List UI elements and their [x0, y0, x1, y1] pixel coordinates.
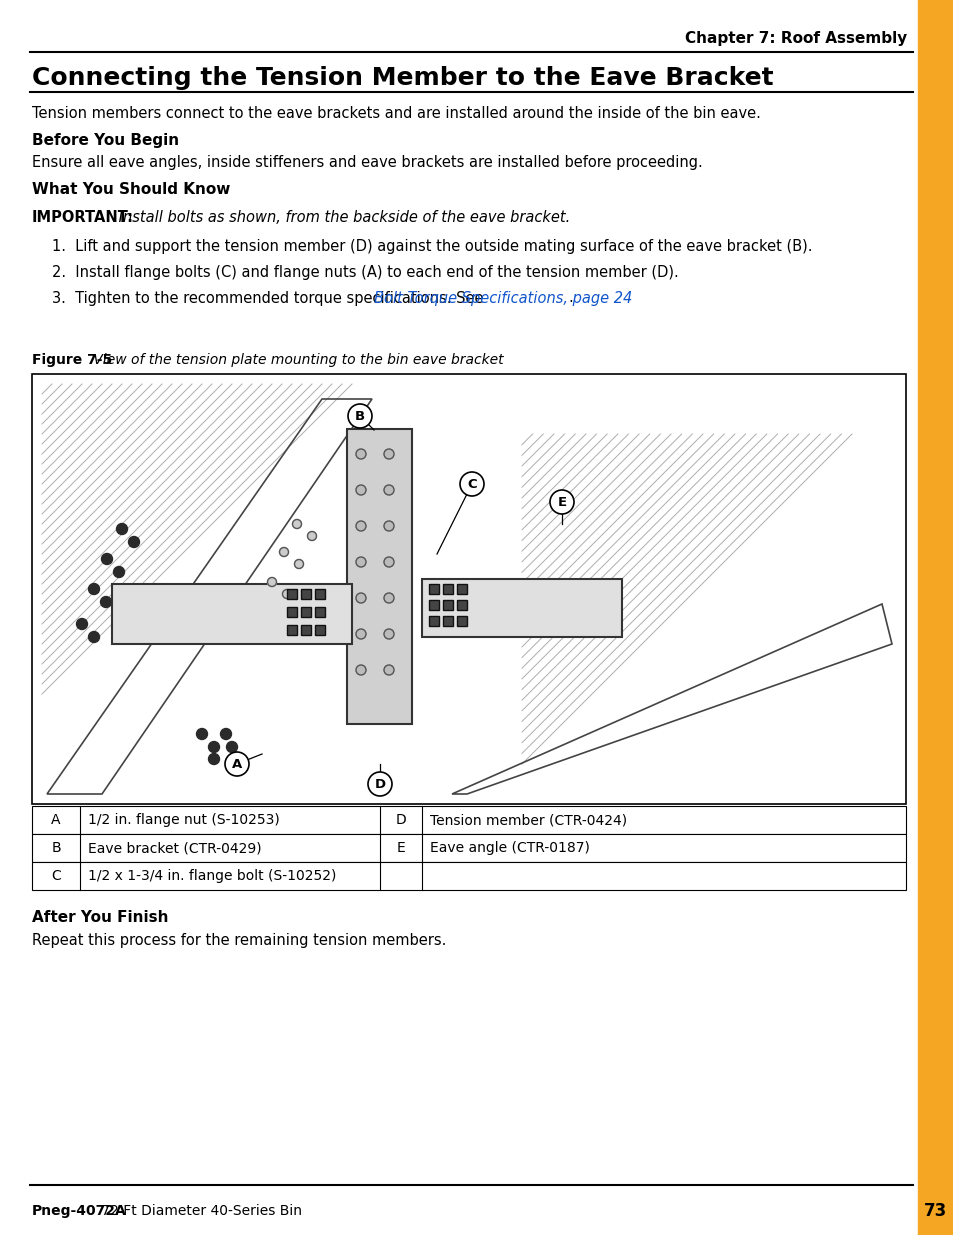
Text: A: A [232, 757, 242, 771]
Text: E: E [396, 841, 405, 855]
Bar [314, 606, 325, 618]
Circle shape [279, 547, 288, 557]
Bar [301, 625, 311, 635]
Bar [287, 589, 296, 599]
Bar [301, 606, 311, 618]
Circle shape [307, 531, 316, 541]
Text: What You Should Know: What You Should Know [32, 183, 230, 198]
Text: B: B [51, 841, 61, 855]
Text: B: B [355, 410, 365, 422]
Circle shape [384, 450, 394, 459]
Text: D: D [395, 813, 406, 827]
Circle shape [355, 629, 366, 638]
Text: 1.  Lift and support the tension member (D) against the outside mating surface o: 1. Lift and support the tension member (… [52, 238, 812, 253]
Text: Tension members connect to the eave brackets and are installed around the inside: Tension members connect to the eave brac… [32, 105, 760, 121]
Text: 1/2 x 1-3/4 in. flange bolt (S-10252): 1/2 x 1-3/4 in. flange bolt (S-10252) [88, 869, 336, 883]
Circle shape [129, 536, 139, 547]
Text: Tension member (CTR-0424): Tension member (CTR-0424) [430, 813, 626, 827]
Circle shape [355, 593, 366, 603]
Text: Install bolts as shown, from the backside of the eave bracket.: Install bolts as shown, from the backsid… [113, 210, 570, 225]
Bar [287, 606, 296, 618]
Bar [429, 600, 438, 610]
Text: D: D [374, 778, 385, 790]
Text: Eave bracket (CTR-0429): Eave bracket (CTR-0429) [88, 841, 261, 855]
Text: Chapter 7: Roof Assembly: Chapter 7: Roof Assembly [685, 31, 907, 46]
Circle shape [355, 521, 366, 531]
Bar [429, 616, 438, 626]
Circle shape [267, 578, 276, 587]
Circle shape [101, 553, 112, 564]
Circle shape [348, 404, 372, 429]
Circle shape [384, 557, 394, 567]
Text: 1/2 in. flange nut (S-10253): 1/2 in. flange nut (S-10253) [88, 813, 279, 827]
Bar [32, 806, 904, 834]
Bar [456, 616, 467, 626]
Text: A: A [51, 813, 61, 827]
Text: After You Finish: After You Finish [32, 910, 169, 925]
Text: Ensure all eave angles, inside stiffeners and eave brackets are installed before: Ensure all eave angles, inside stiffener… [32, 156, 702, 170]
Text: C: C [467, 478, 476, 490]
Circle shape [384, 629, 394, 638]
Text: Before You Begin: Before You Begin [32, 132, 179, 147]
Circle shape [384, 664, 394, 676]
Circle shape [368, 772, 392, 797]
Text: 2.  Install flange bolts (C) and flange nuts (A) to each end of the tension memb: 2. Install flange bolts (C) and flange n… [52, 264, 678, 279]
Circle shape [113, 567, 125, 578]
Circle shape [384, 521, 394, 531]
Text: View of the tension plate mounting to the bin eave bracket: View of the tension plate mounting to th… [89, 353, 503, 367]
Circle shape [226, 741, 237, 752]
Bar [442, 600, 453, 610]
Bar [421, 579, 621, 637]
Text: Eave angle (CTR-0187): Eave angle (CTR-0187) [430, 841, 589, 855]
Bar [112, 584, 352, 643]
Circle shape [355, 485, 366, 495]
Bar [456, 600, 467, 610]
Bar [917, 0, 953, 1235]
Circle shape [550, 490, 574, 514]
Text: Figure 7-5: Figure 7-5 [32, 353, 112, 367]
Bar [347, 429, 412, 724]
Bar [456, 584, 467, 594]
Circle shape [209, 753, 219, 764]
Circle shape [196, 729, 208, 740]
Text: Bolt Torque Specifications, page 24: Bolt Torque Specifications, page 24 [374, 290, 632, 305]
Circle shape [225, 752, 249, 776]
Bar [32, 834, 904, 862]
Text: 72 Ft Diameter 40-Series Bin: 72 Ft Diameter 40-Series Bin [97, 1204, 302, 1218]
Circle shape [384, 485, 394, 495]
Circle shape [355, 450, 366, 459]
Text: C: C [51, 869, 61, 883]
Text: E: E [557, 495, 566, 509]
Circle shape [294, 559, 303, 568]
Bar [314, 589, 325, 599]
Circle shape [76, 619, 88, 630]
Bar [442, 584, 453, 594]
Circle shape [459, 472, 483, 496]
Circle shape [293, 520, 301, 529]
Circle shape [89, 631, 99, 642]
Circle shape [100, 597, 112, 608]
Circle shape [355, 557, 366, 567]
Bar [32, 374, 904, 804]
Circle shape [209, 741, 219, 752]
Text: .: . [568, 290, 573, 305]
Text: IMPORTANT:: IMPORTANT: [32, 210, 133, 225]
Circle shape [384, 593, 394, 603]
Circle shape [220, 729, 232, 740]
Bar [429, 584, 438, 594]
Circle shape [282, 589, 292, 599]
Text: Pneg-4072A: Pneg-4072A [32, 1204, 127, 1218]
Bar [32, 862, 904, 890]
Bar [287, 625, 296, 635]
Text: Repeat this process for the remaining tension members.: Repeat this process for the remaining te… [32, 934, 446, 948]
Text: Connecting the Tension Member to the Eave Bracket: Connecting the Tension Member to the Eav… [32, 65, 773, 90]
Circle shape [116, 524, 128, 535]
Text: 3.  Tighten to the recommended torque specifications. See: 3. Tighten to the recommended torque spe… [52, 290, 488, 305]
Bar [442, 616, 453, 626]
Bar [314, 625, 325, 635]
Circle shape [89, 583, 99, 594]
Circle shape [355, 664, 366, 676]
Bar [301, 589, 311, 599]
Text: 73: 73 [923, 1202, 946, 1220]
